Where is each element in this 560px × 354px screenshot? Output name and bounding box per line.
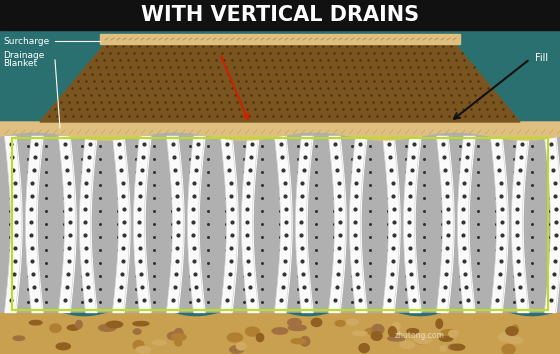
Ellipse shape [291, 339, 306, 344]
Ellipse shape [50, 324, 61, 332]
Ellipse shape [153, 340, 166, 345]
Ellipse shape [311, 318, 322, 326]
Ellipse shape [440, 346, 446, 352]
Ellipse shape [414, 334, 432, 344]
Polygon shape [40, 44, 520, 122]
Ellipse shape [231, 346, 239, 354]
Ellipse shape [372, 325, 384, 334]
Ellipse shape [512, 325, 519, 333]
Bar [12, 138, 548, 310]
Ellipse shape [392, 322, 400, 330]
Ellipse shape [436, 319, 442, 328]
Ellipse shape [359, 344, 369, 353]
Ellipse shape [346, 319, 358, 325]
Ellipse shape [440, 336, 452, 341]
Ellipse shape [352, 331, 367, 336]
Text: zhutong.com: zhutong.com [395, 331, 445, 341]
Text: Drainage: Drainage [3, 51, 44, 61]
Ellipse shape [13, 336, 25, 341]
Ellipse shape [133, 321, 149, 326]
Ellipse shape [451, 344, 465, 350]
Ellipse shape [506, 327, 518, 335]
Ellipse shape [400, 341, 414, 348]
Ellipse shape [133, 329, 141, 334]
Ellipse shape [99, 325, 116, 331]
Ellipse shape [76, 320, 82, 329]
Ellipse shape [171, 333, 186, 341]
Ellipse shape [288, 325, 306, 331]
Ellipse shape [388, 336, 405, 341]
Ellipse shape [56, 343, 71, 350]
Ellipse shape [441, 330, 456, 335]
Ellipse shape [300, 337, 310, 346]
Ellipse shape [508, 337, 523, 344]
Ellipse shape [288, 319, 301, 326]
Polygon shape [100, 34, 460, 44]
Ellipse shape [133, 341, 144, 350]
Bar [0, 0, 560, 30]
Ellipse shape [449, 344, 459, 350]
Ellipse shape [498, 332, 514, 342]
Text: Fill: Fill [535, 53, 548, 63]
Ellipse shape [335, 320, 346, 326]
Ellipse shape [174, 329, 183, 338]
Ellipse shape [227, 333, 242, 342]
Ellipse shape [272, 328, 288, 334]
Ellipse shape [136, 347, 151, 353]
Ellipse shape [256, 333, 264, 342]
Ellipse shape [502, 344, 515, 354]
Ellipse shape [167, 332, 181, 340]
Text: WITH VERTICAL DRAINS: WITH VERTICAL DRAINS [141, 5, 419, 25]
Ellipse shape [236, 342, 246, 350]
Text: Blanket: Blanket [3, 58, 37, 68]
Ellipse shape [416, 338, 429, 344]
Ellipse shape [371, 332, 382, 340]
Ellipse shape [67, 325, 80, 330]
Ellipse shape [449, 330, 458, 337]
Ellipse shape [389, 327, 396, 337]
Text: Surcharge: Surcharge [3, 36, 49, 46]
Ellipse shape [29, 320, 42, 325]
Ellipse shape [407, 329, 418, 334]
Ellipse shape [365, 328, 380, 334]
Ellipse shape [230, 346, 244, 353]
Ellipse shape [245, 327, 259, 336]
Ellipse shape [106, 321, 123, 328]
Ellipse shape [175, 339, 182, 346]
